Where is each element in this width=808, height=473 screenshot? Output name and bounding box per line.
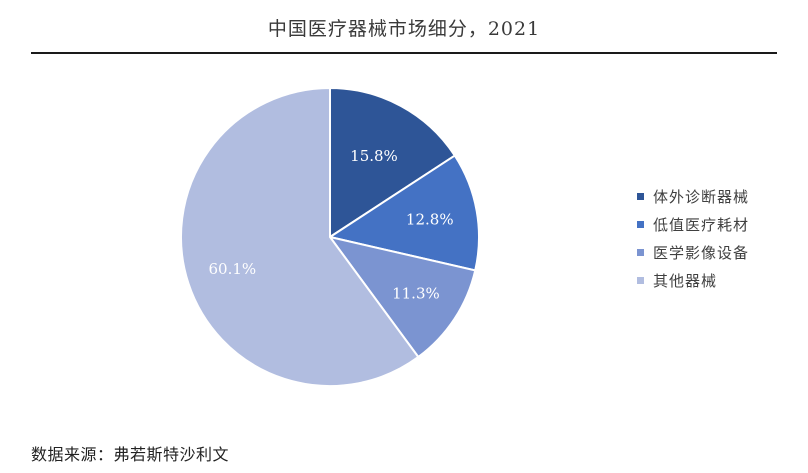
title-underline <box>31 52 777 54</box>
legend-label: 医学影像设备 <box>653 243 750 262</box>
legend-label: 其他器械 <box>653 271 718 290</box>
slice-data-label: 12.8% <box>406 210 454 228</box>
legend-swatch <box>637 276 644 284</box>
slice-data-label: 11.3% <box>392 284 440 302</box>
legend-swatch <box>637 220 644 228</box>
pie-slice <box>329 86 457 239</box>
pie-slice <box>327 235 477 359</box>
pie-slice <box>327 154 480 272</box>
pie-slice <box>180 86 420 387</box>
legend-swatch <box>637 192 644 200</box>
legend-item-other: 其他器械 <box>637 266 749 294</box>
legend-item-imaging: 医学影像设备 <box>637 238 749 266</box>
legend-label: 低值医疗耗材 <box>653 215 750 234</box>
slice-data-label: 15.8% <box>350 147 398 165</box>
data-source-note: 数据来源：弗若斯特沙利文 <box>31 445 230 464</box>
legend-label: 体外诊断器械 <box>653 187 750 206</box>
legend: 体外诊断器械 低值医疗耗材 医学影像设备 其他器械 <box>637 182 749 294</box>
legend-swatch <box>637 248 644 256</box>
chart-title: 中国医疗器械市场细分，2021 <box>267 18 541 40</box>
legend-item-consumables: 低值医疗耗材 <box>637 210 749 238</box>
slice-data-label: 60.1% <box>208 260 256 278</box>
legend-item-ivd: 体外诊断器械 <box>637 182 749 210</box>
